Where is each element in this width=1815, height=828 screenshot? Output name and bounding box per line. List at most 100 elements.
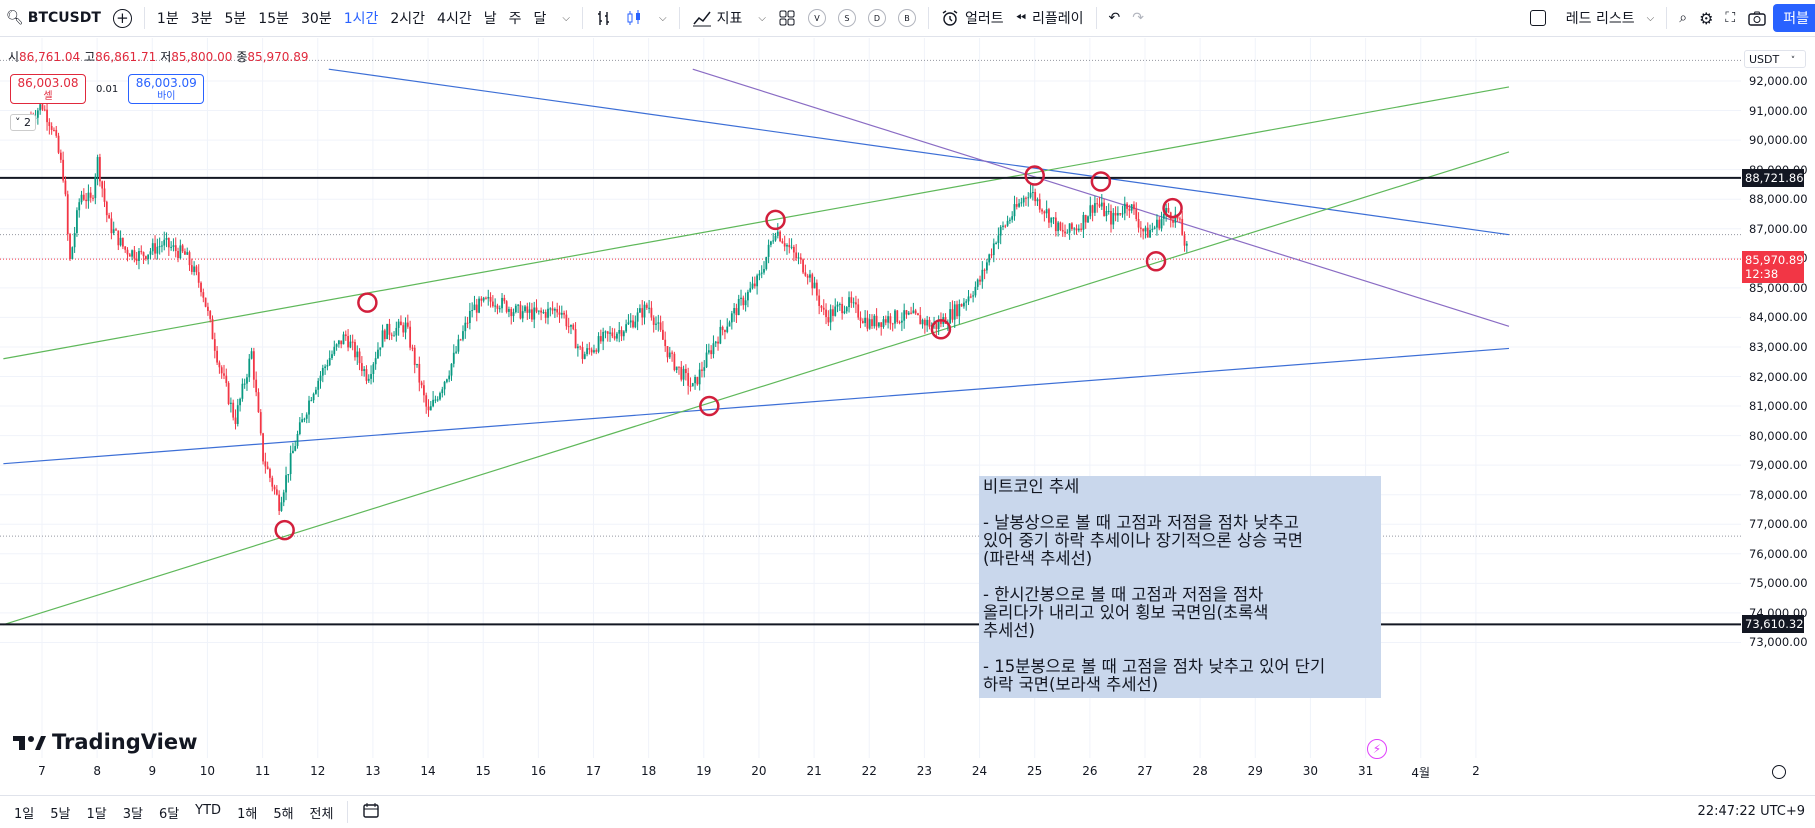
chart-type-dropdown[interactable]: ⌵	[649, 0, 673, 37]
range-7[interactable]: 5해	[273, 806, 294, 822]
interval-3[interactable]: 15분	[258, 11, 289, 27]
currency-selector[interactable]: USDT ˅	[1744, 50, 1806, 68]
interval-9[interactable]: 주	[508, 11, 522, 27]
undo-button[interactable]: ↶	[1103, 0, 1127, 37]
candle-body	[684, 368, 687, 374]
fullscreen-button[interactable]: ⛶	[1719, 0, 1741, 37]
alert-button[interactable]: 얼러트	[935, 0, 1010, 37]
interval-4[interactable]: 30분	[301, 11, 332, 27]
clock[interactable]: 22:47:22 UTC+9	[1697, 804, 1805, 819]
candle-body	[1179, 218, 1181, 220]
candle-body	[239, 398, 241, 406]
range-8[interactable]: 전체	[309, 806, 334, 822]
candle-body	[377, 349, 379, 359]
interval-2[interactable]: 5분	[224, 11, 247, 27]
mini-button-b[interactable]: B	[897, 9, 916, 27]
indicators-dropdown[interactable]: ⌵	[748, 0, 772, 37]
interval-7[interactable]: 4시간	[437, 11, 472, 27]
time-axis[interactable]: 7 8 9 10 11 12 13 14 15 16 17 18 19 20 21 22 23 24 25 26 27 2…	[0, 760, 1741, 782]
sell-button[interactable]: 86,003.08 셀	[10, 74, 86, 104]
interval-1[interactable]: 3분	[190, 11, 213, 27]
watchlist-button[interactable]: 레드 리스트 ⌵	[1524, 0, 1660, 37]
mini-button-s[interactable]: S	[837, 9, 856, 27]
candle-body	[1029, 192, 1032, 198]
price-tick: 78,000.00	[1749, 487, 1808, 502]
candle-body	[193, 266, 196, 272]
candle-body	[1130, 204, 1133, 211]
settings-button[interactable]: ⚙︎	[1693, 0, 1719, 37]
candle-body	[287, 474, 290, 476]
mini-button-d[interactable]: D	[867, 9, 886, 27]
bar-style-button[interactable]	[589, 0, 619, 37]
candle-body	[827, 317, 830, 323]
range-4[interactable]: 6달	[158, 806, 180, 822]
range-2[interactable]: 1달	[86, 806, 107, 822]
mini-button-v[interactable]: V	[807, 9, 826, 27]
candle-body	[903, 310, 906, 321]
candle-body	[809, 274, 811, 278]
price-axis[interactable]: 92,000.0091,000.0090,000.0089,000.0088,0…	[1741, 40, 1815, 785]
candle-body	[889, 316, 892, 324]
indicators-label: 지표	[716, 11, 743, 27]
range-1[interactable]: 5날	[50, 806, 71, 822]
candle-body	[294, 446, 297, 451]
candle-body	[820, 305, 823, 308]
candle-body	[958, 304, 961, 317]
compare-symbol-button[interactable]: +	[107, 0, 138, 37]
current-price-tag: 85,970.89 12:38	[1742, 251, 1804, 284]
candle-body	[531, 309, 533, 320]
candle-body	[526, 306, 529, 313]
candle-body	[625, 324, 628, 332]
candle-body	[1098, 204, 1101, 207]
price-chart[interactable]	[0, 38, 1741, 758]
indicator-collapse-toggle[interactable]: ˅ 2	[10, 114, 36, 131]
candle-body	[349, 341, 352, 348]
candle-body	[1103, 202, 1105, 217]
range-6[interactable]: 1해	[237, 806, 258, 822]
candle-style-button[interactable]	[619, 0, 649, 37]
candle-body	[680, 366, 683, 380]
lightning-icon[interactable]: ⚡︎	[1367, 739, 1387, 759]
interval-0[interactable]: 1분	[156, 11, 179, 27]
candle-body	[995, 242, 997, 244]
candle-body	[951, 309, 954, 320]
date-range-button[interactable]	[354, 801, 388, 823]
interval-5[interactable]: 1시간	[343, 11, 379, 27]
candle-body	[342, 334, 345, 345]
axis-settings-icon[interactable]	[1772, 765, 1786, 779]
layout-button[interactable]	[772, 0, 802, 37]
candle-body	[1165, 207, 1168, 214]
range-0[interactable]: 1일	[14, 806, 35, 822]
candle-body	[1036, 199, 1039, 202]
buy-button[interactable]: 86,003.09 바이	[128, 74, 205, 104]
candle-body	[866, 317, 869, 329]
range-3[interactable]: 3달	[122, 806, 143, 822]
interval-6[interactable]: 2시간	[390, 11, 426, 27]
snapshot-button[interactable]	[1741, 0, 1773, 37]
candle-body	[411, 347, 414, 349]
candle-body	[986, 262, 988, 271]
candle-body	[611, 332, 614, 337]
replay-button[interactable]: ⏪︎ 리플레이	[1010, 0, 1090, 37]
candle-body	[186, 252, 189, 255]
divider	[347, 801, 349, 823]
range-5[interactable]: YTD	[195, 802, 222, 818]
time-tick: 30	[1302, 764, 1319, 778]
candle-body	[128, 254, 131, 257]
candle-body	[974, 286, 977, 296]
candle-body	[519, 304, 522, 319]
analysis-note[interactable]: 비트코인 추세 - 날봉상으로 볼 때 고점과 저점을 점차 낮추고 있어 중기 하…	[979, 476, 1381, 698]
quick-search-button[interactable]: ⌕	[1673, 0, 1693, 37]
symbol-search[interactable]: 🔍︎ BTCUSDT	[0, 0, 107, 37]
interval-dropdown[interactable]: ⌵	[552, 0, 576, 37]
candle-body	[142, 252, 145, 257]
interval-8[interactable]: 날	[483, 11, 497, 27]
time-tick: 18	[641, 764, 657, 778]
interval-10[interactable]: 달	[533, 11, 547, 27]
price-tick: 81,000.00	[1749, 399, 1808, 414]
redo-button[interactable]: ↷	[1126, 0, 1150, 37]
publish-button[interactable]: 퍼블	[1773, 4, 1815, 32]
indicators-button[interactable]: 지표	[686, 0, 749, 37]
candle-body	[50, 126, 53, 130]
